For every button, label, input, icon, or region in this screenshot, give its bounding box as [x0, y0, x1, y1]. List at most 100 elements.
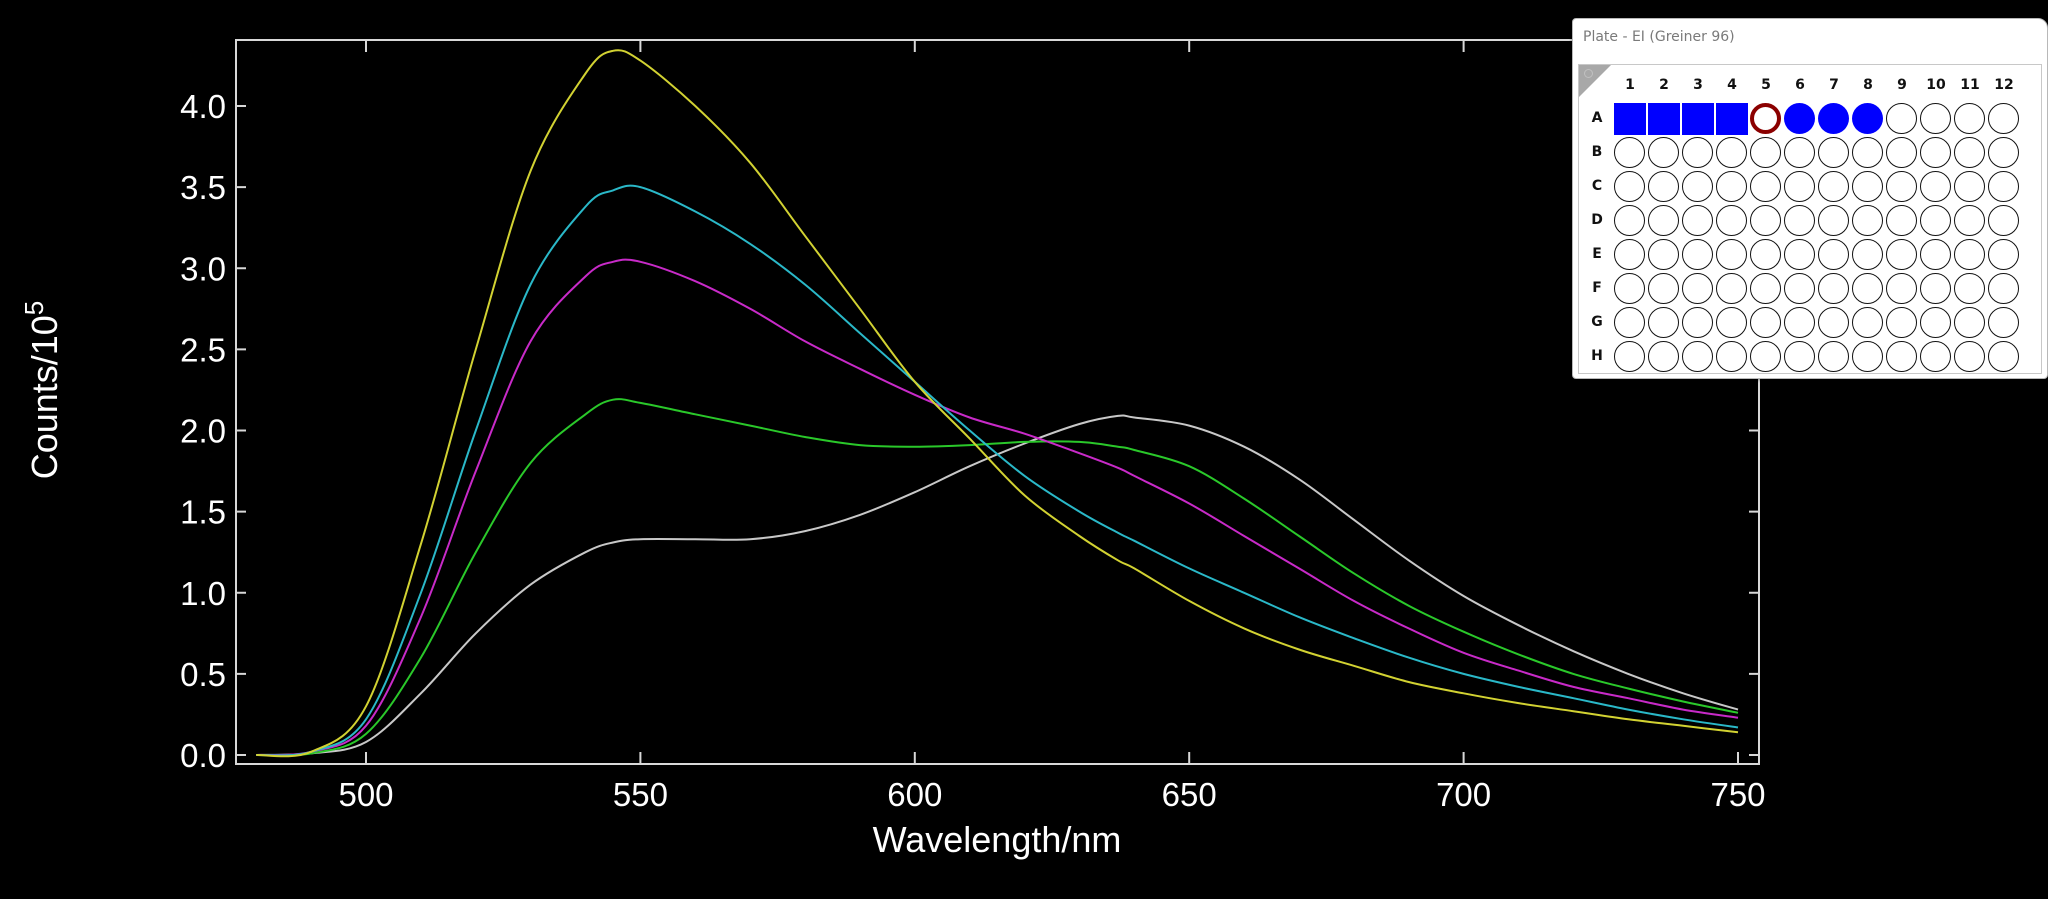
column-header-3[interactable]: 3 — [1693, 77, 1703, 93]
row-header-H[interactable]: H — [1591, 348, 1603, 364]
well-C8[interactable] — [1852, 171, 1883, 202]
well-C4[interactable] — [1716, 171, 1747, 202]
well-H6[interactable] — [1784, 341, 1815, 372]
well-A4[interactable] — [1716, 103, 1748, 135]
row-header-C[interactable]: C — [1591, 178, 1603, 194]
well-H7[interactable] — [1818, 341, 1849, 372]
well-E4[interactable] — [1716, 239, 1747, 270]
row-header-A[interactable]: A — [1591, 110, 1603, 126]
well-A1[interactable] — [1614, 103, 1646, 135]
well-B8[interactable] — [1852, 137, 1883, 168]
column-header-10[interactable]: 10 — [1926, 77, 1946, 93]
well-D6[interactable] — [1784, 205, 1815, 236]
well-B2[interactable] — [1648, 137, 1679, 168]
well-E8[interactable] — [1852, 239, 1883, 270]
column-header-9[interactable]: 9 — [1897, 77, 1907, 93]
well-D10[interactable] — [1920, 205, 1951, 236]
well-H5[interactable] — [1750, 341, 1781, 372]
well-C2[interactable] — [1648, 171, 1679, 202]
well-C10[interactable] — [1920, 171, 1951, 202]
well-E3[interactable] — [1682, 239, 1713, 270]
well-B7[interactable] — [1818, 137, 1849, 168]
well-C11[interactable] — [1954, 171, 1985, 202]
well-G7[interactable] — [1818, 307, 1849, 338]
well-E5[interactable] — [1750, 239, 1781, 270]
well-B12[interactable] — [1988, 137, 2019, 168]
well-F1[interactable] — [1614, 273, 1645, 304]
well-B10[interactable] — [1920, 137, 1951, 168]
well-F4[interactable] — [1716, 273, 1747, 304]
well-C12[interactable] — [1988, 171, 2019, 202]
well-A5[interactable] — [1750, 103, 1781, 134]
column-header-1[interactable]: 1 — [1625, 77, 1635, 93]
well-C7[interactable] — [1818, 171, 1849, 202]
well-B4[interactable] — [1716, 137, 1747, 168]
well-G1[interactable] — [1614, 307, 1645, 338]
well-C9[interactable] — [1886, 171, 1917, 202]
well-E11[interactable] — [1954, 239, 1985, 270]
well-A2[interactable] — [1648, 103, 1680, 135]
well-H8[interactable] — [1852, 341, 1883, 372]
well-H10[interactable] — [1920, 341, 1951, 372]
well-D1[interactable] — [1614, 205, 1645, 236]
well-H9[interactable] — [1886, 341, 1917, 372]
well-E9[interactable] — [1886, 239, 1917, 270]
well-G9[interactable] — [1886, 307, 1917, 338]
well-H1[interactable] — [1614, 341, 1645, 372]
well-D9[interactable] — [1886, 205, 1917, 236]
well-D8[interactable] — [1852, 205, 1883, 236]
well-A9[interactable] — [1886, 103, 1917, 134]
row-header-E[interactable]: E — [1592, 246, 1602, 262]
well-H3[interactable] — [1682, 341, 1713, 372]
well-F9[interactable] — [1886, 273, 1917, 304]
well-E2[interactable] — [1648, 239, 1679, 270]
well-G12[interactable] — [1988, 307, 2019, 338]
well-H11[interactable] — [1954, 341, 1985, 372]
well-G2[interactable] — [1648, 307, 1679, 338]
well-H12[interactable] — [1988, 341, 2019, 372]
well-G4[interactable] — [1716, 307, 1747, 338]
well-C1[interactable] — [1614, 171, 1645, 202]
well-D7[interactable] — [1818, 205, 1849, 236]
well-B6[interactable] — [1784, 137, 1815, 168]
well-D4[interactable] — [1716, 205, 1747, 236]
column-header-5[interactable]: 5 — [1761, 77, 1771, 93]
well-G3[interactable] — [1682, 307, 1713, 338]
well-G10[interactable] — [1920, 307, 1951, 338]
well-F5[interactable] — [1750, 273, 1781, 304]
well-A11[interactable] — [1954, 103, 1985, 134]
well-G5[interactable] — [1750, 307, 1781, 338]
well-D12[interactable] — [1988, 205, 2019, 236]
column-header-7[interactable]: 7 — [1829, 77, 1839, 93]
plate-window[interactable]: Plate - EI (Greiner 96) 1 2 3 4 5 6 7 8 9 10 11 12 A… — [1572, 18, 2048, 379]
well-D11[interactable] — [1954, 205, 1985, 236]
row-header-D[interactable]: D — [1591, 212, 1603, 228]
column-header-11[interactable]: 11 — [1960, 77, 1980, 93]
well-F10[interactable] — [1920, 273, 1951, 304]
row-header-F[interactable]: F — [1592, 280, 1602, 296]
row-header-G[interactable]: G — [1591, 314, 1603, 330]
well-B3[interactable] — [1682, 137, 1713, 168]
well-F3[interactable] — [1682, 273, 1713, 304]
column-header-4[interactable]: 4 — [1727, 77, 1737, 93]
well-H2[interactable] — [1648, 341, 1679, 372]
well-C6[interactable] — [1784, 171, 1815, 202]
column-header-8[interactable]: 8 — [1863, 77, 1873, 93]
well-E12[interactable] — [1988, 239, 2019, 270]
well-E7[interactable] — [1818, 239, 1849, 270]
select-all-corner-icon[interactable] — [1579, 65, 1611, 97]
well-C3[interactable] — [1682, 171, 1713, 202]
well-A8[interactable] — [1852, 103, 1883, 134]
well-D2[interactable] — [1648, 205, 1679, 236]
well-B11[interactable] — [1954, 137, 1985, 168]
well-H4[interactable] — [1716, 341, 1747, 372]
well-A10[interactable] — [1920, 103, 1951, 134]
well-A12[interactable] — [1988, 103, 2019, 134]
well-B1[interactable] — [1614, 137, 1645, 168]
well-D5[interactable] — [1750, 205, 1781, 236]
well-C5[interactable] — [1750, 171, 1781, 202]
well-A6[interactable] — [1784, 103, 1815, 134]
well-F6[interactable] — [1784, 273, 1815, 304]
well-G11[interactable] — [1954, 307, 1985, 338]
well-B9[interactable] — [1886, 137, 1917, 168]
